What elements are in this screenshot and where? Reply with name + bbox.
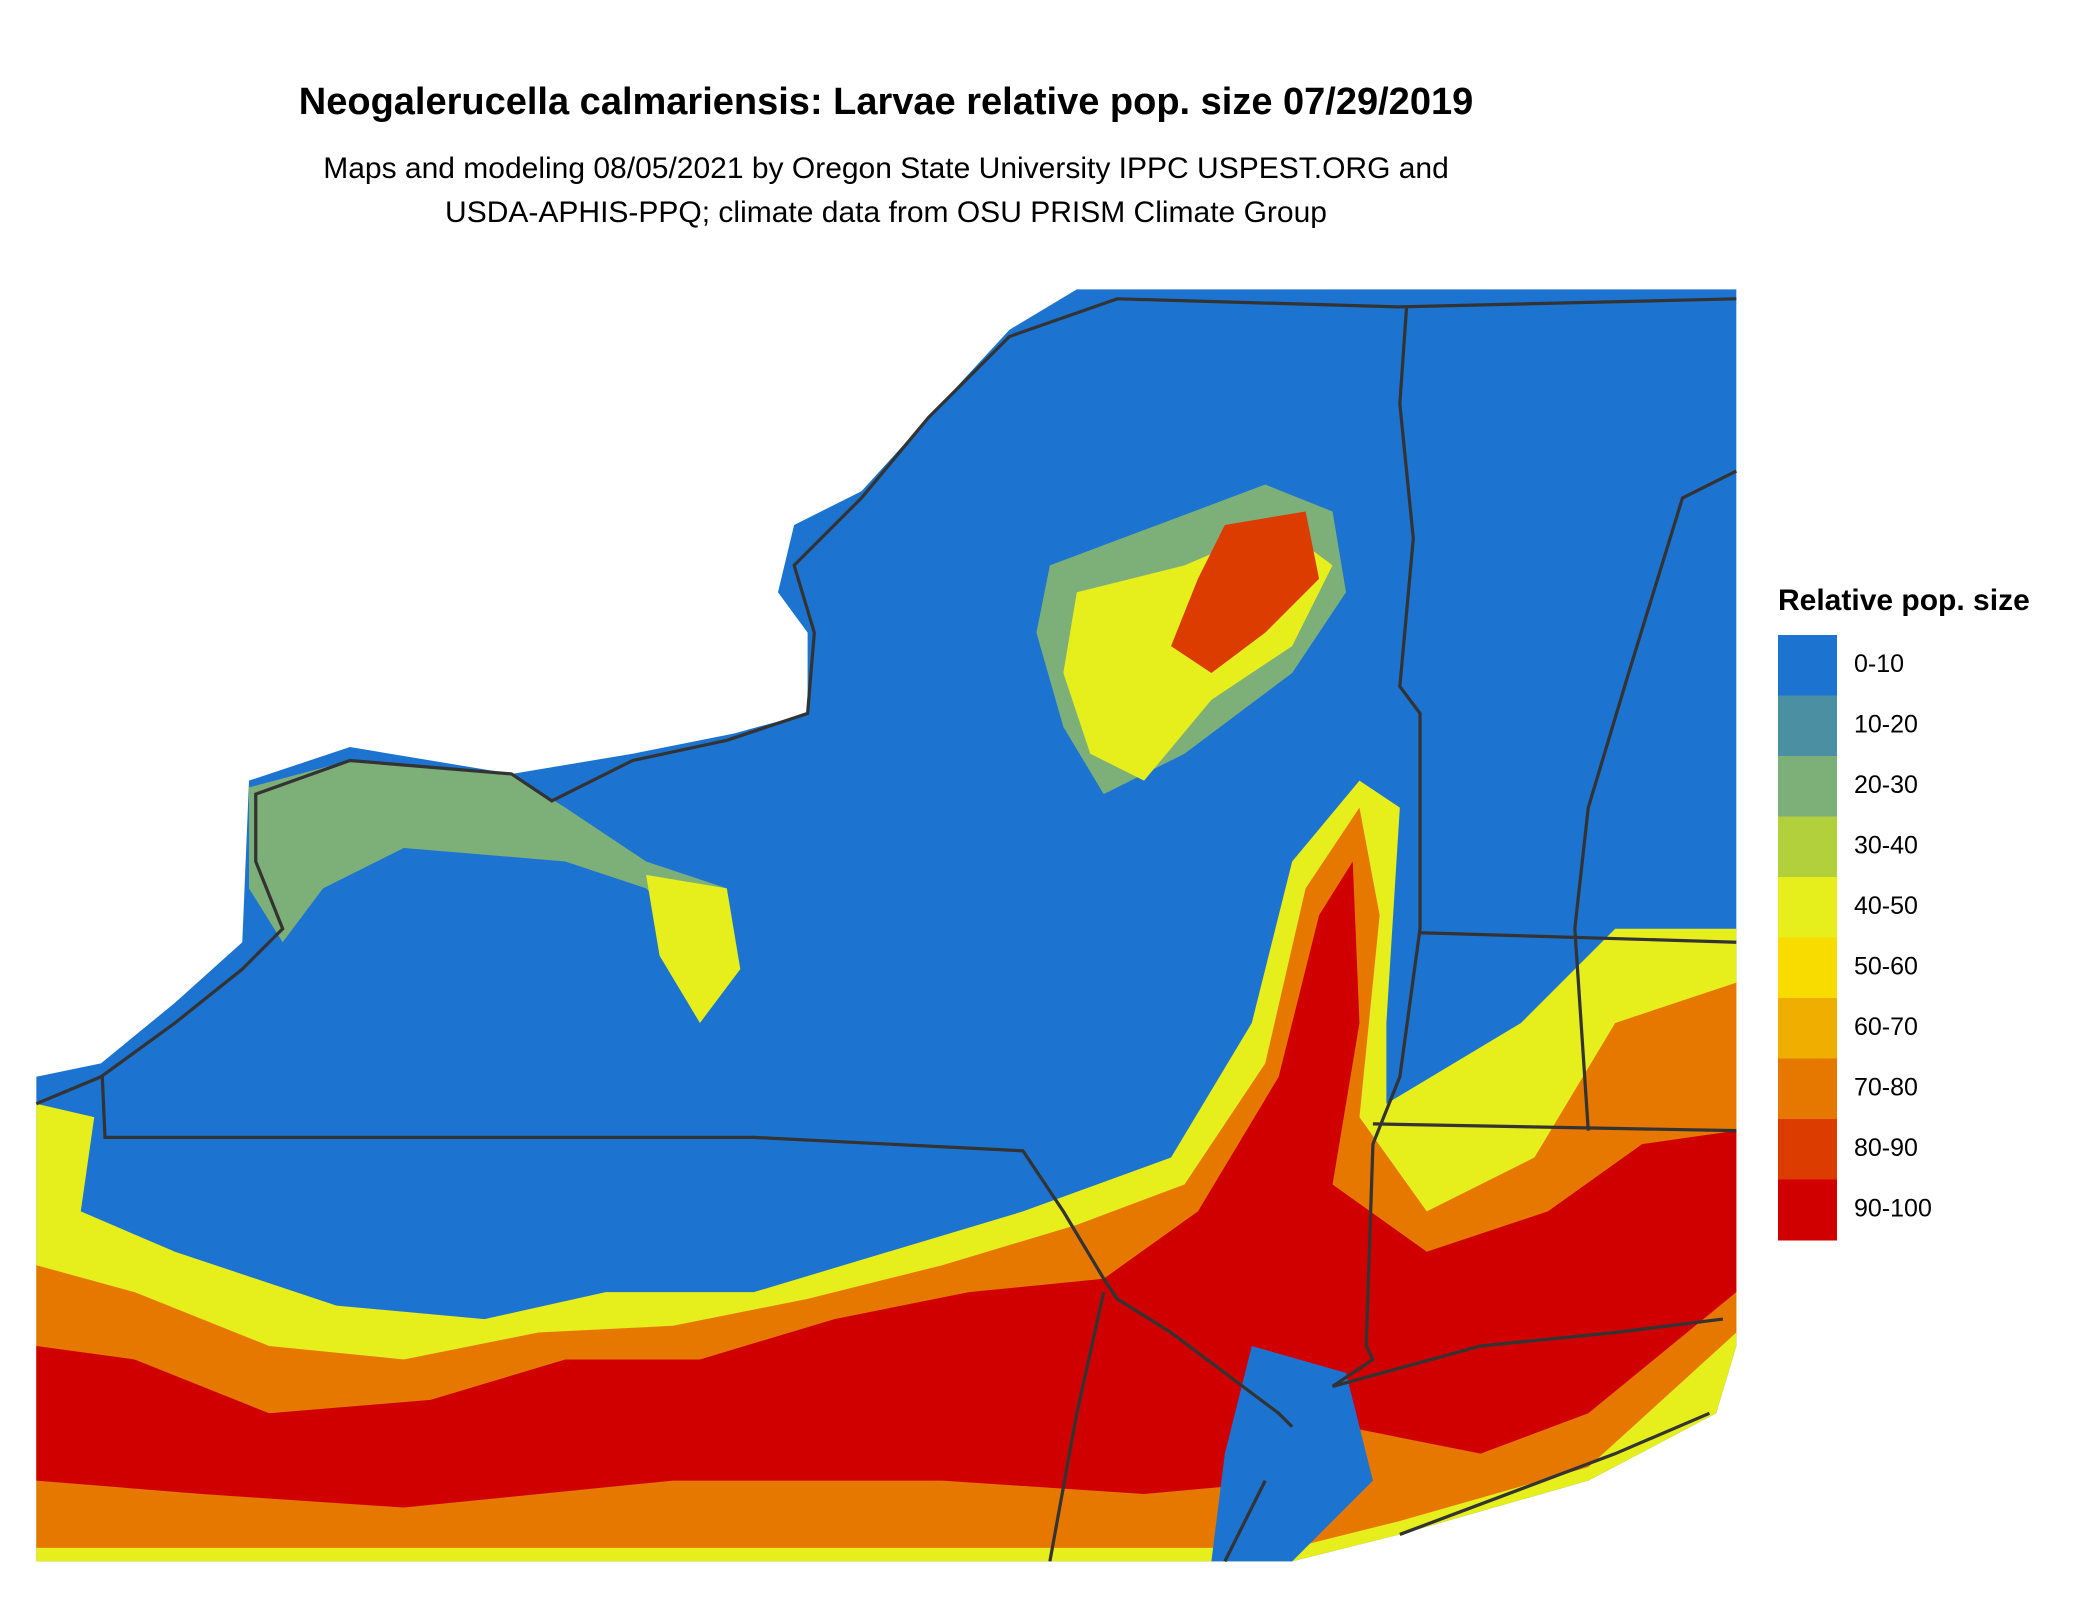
legend-swatch bbox=[1778, 816, 1837, 878]
legend-label: 70-80 bbox=[1854, 1073, 1918, 1101]
legend-label: 90-100 bbox=[1854, 1194, 1932, 1222]
legend-swatch bbox=[1778, 1058, 1837, 1120]
legend-label: 0-10 bbox=[1854, 650, 1904, 678]
legend-swatch bbox=[1778, 937, 1837, 999]
legend-swatch bbox=[1778, 998, 1837, 1059]
legend-swatch bbox=[1778, 695, 1837, 757]
state-border bbox=[1331, 306, 1422, 1388]
map bbox=[35, 289, 1738, 1563]
legend-swatch bbox=[1778, 1179, 1837, 1241]
legend-label: 60-70 bbox=[1854, 1013, 1918, 1041]
legend-label: 80-90 bbox=[1854, 1134, 1918, 1162]
region-lowland bbox=[646, 874, 741, 1023]
region-upland bbox=[1171, 511, 1320, 673]
legend-label: 30-40 bbox=[1854, 831, 1918, 859]
region-lowland bbox=[249, 760, 727, 943]
state-border bbox=[1048, 1291, 1724, 1563]
legend-swatch bbox=[1778, 635, 1837, 696]
state-border bbox=[100, 1076, 1294, 1428]
legend-label: 50-60 bbox=[1854, 952, 1918, 980]
state-border bbox=[35, 297, 1737, 1106]
legend-label: 10-20 bbox=[1854, 710, 1918, 738]
map-title: Neogalerucella calmariensis: Larvae rela… bbox=[299, 81, 1473, 123]
legend: 0-10 10-20 20-30 30-40 40-50 50-60 60-70 70-80 8… bbox=[1778, 635, 1932, 1241]
legend-swatch bbox=[1778, 877, 1837, 938]
state-border bbox=[1372, 469, 1738, 1133]
map-subtitle: Maps and modeling 08/05/2021 by Oregon S… bbox=[323, 152, 1449, 185]
legend-label: 20-30 bbox=[1854, 771, 1918, 799]
legend-swatch bbox=[1778, 756, 1837, 817]
region-valley bbox=[36, 861, 1737, 1508]
map-subtitle: USDA-APHIS-PPQ; climate data from OSU PR… bbox=[445, 196, 1327, 229]
legend-swatch bbox=[1778, 1119, 1837, 1180]
legend-label: 40-50 bbox=[1854, 892, 1918, 920]
legend-title: Relative pop. size bbox=[1778, 584, 2030, 617]
